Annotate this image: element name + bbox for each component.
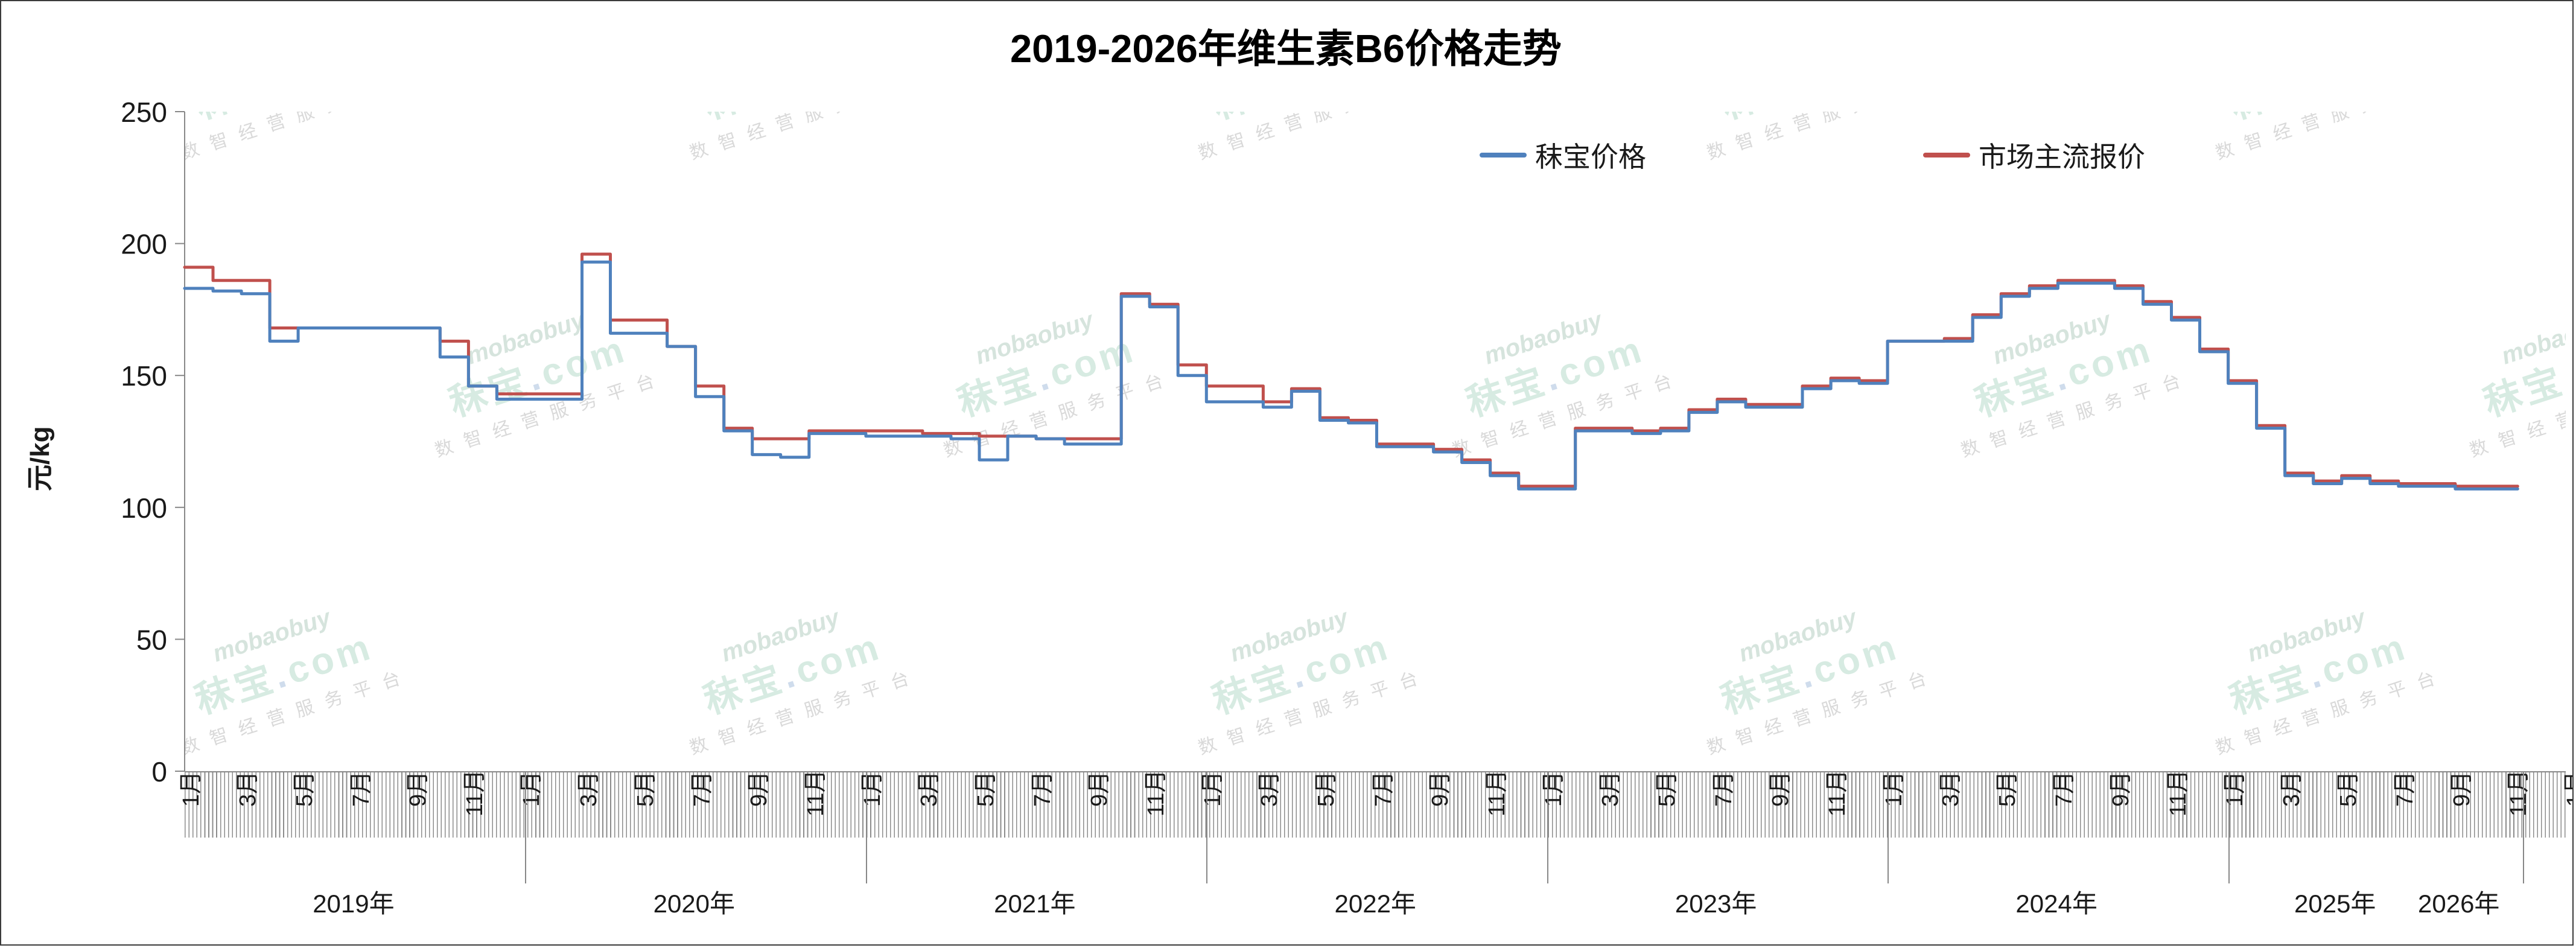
svg-text:50: 50 (136, 624, 167, 655)
svg-text:150: 150 (121, 360, 167, 392)
svg-text:200: 200 (121, 229, 167, 260)
svg-text:100: 100 (121, 492, 167, 524)
svg-text:0: 0 (151, 756, 167, 787)
svg-text:250: 250 (121, 97, 167, 128)
